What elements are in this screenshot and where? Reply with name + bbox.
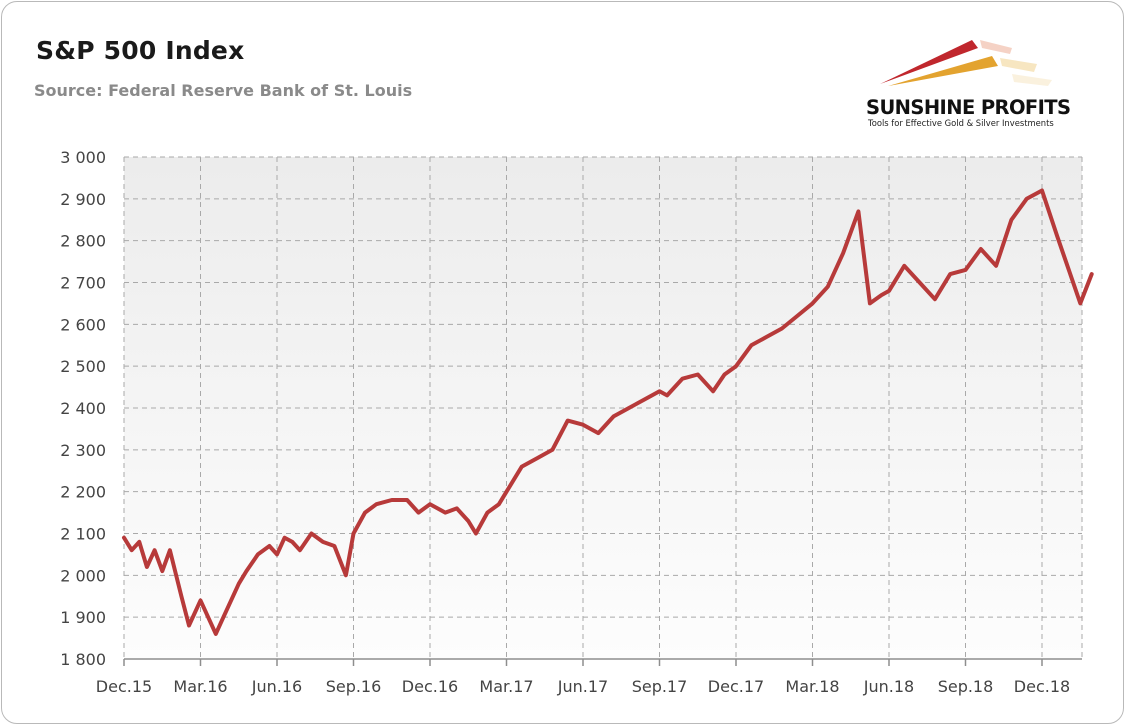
y-tick-label: 2 800 <box>60 232 106 251</box>
x-tick-label: Jun.16 <box>251 677 302 696</box>
chart-source: Source: Federal Reserve Bank of St. Loui… <box>34 81 413 100</box>
y-tick-label: 1 800 <box>60 650 106 669</box>
x-tick-label: Mar.17 <box>479 677 533 696</box>
x-tick-label: Mar.18 <box>785 677 839 696</box>
logo-gold-ray <box>888 56 998 86</box>
series-line <box>122 188 1094 636</box>
x-tick-label: Dec.17 <box>708 677 764 696</box>
grid-lines <box>123 156 1083 659</box>
sunshine-profits-logo-mark <box>880 40 1052 86</box>
x-tick-label: Dec.18 <box>1014 677 1070 696</box>
y-tick-label: 2 600 <box>60 315 106 334</box>
x-tick-label: Dec.15 <box>96 677 152 696</box>
logo-name: SUNSHINE PROFITS <box>866 96 1071 119</box>
y-tick-label: 2 100 <box>60 525 106 544</box>
x-tick-label: Sep.18 <box>938 677 994 696</box>
logo-tagline: Tools for Effective Gold & Silver Invest… <box>868 118 1054 128</box>
y-tick-label: 2 700 <box>60 274 106 293</box>
x-tick-label: Jun.17 <box>557 677 608 696</box>
x-axis-ticks: Dec.15 Mar.16 Jun.16 Sep.16 Dec.16 Mar.17 Jun.… <box>96 659 1070 696</box>
logo-fade-ray-3 <box>1012 74 1052 86</box>
y-axis-ticks: 1 800 1 900 2 000 2 100 2 200 2 300 2 400 2 500… <box>60 148 106 669</box>
logo-red-ray <box>880 40 978 84</box>
chart-title: S&P 500 Index <box>36 36 245 65</box>
y-tick-label: 3 000 <box>60 148 106 167</box>
x-tick-label: Sep.16 <box>326 677 382 696</box>
y-tick-label: 2 200 <box>60 483 106 502</box>
y-tick-label: 2 500 <box>60 357 106 376</box>
y-tick-label: 2 900 <box>60 190 106 209</box>
x-tick-label: Sep.17 <box>632 677 688 696</box>
x-tick-label: Mar.16 <box>173 677 227 696</box>
y-tick-label: 1 900 <box>60 608 106 627</box>
logo-fade-ray-2 <box>1000 58 1037 72</box>
y-tick-label: 2 300 <box>60 441 106 460</box>
series-layer <box>122 188 1094 636</box>
x-tick-label: Jun.18 <box>863 677 914 696</box>
y-tick-label: 2 000 <box>60 566 106 585</box>
y-tick-label: 2 400 <box>60 399 106 418</box>
x-tick-label: Dec.16 <box>402 677 458 696</box>
logo-fade-ray-1 <box>980 40 1012 54</box>
